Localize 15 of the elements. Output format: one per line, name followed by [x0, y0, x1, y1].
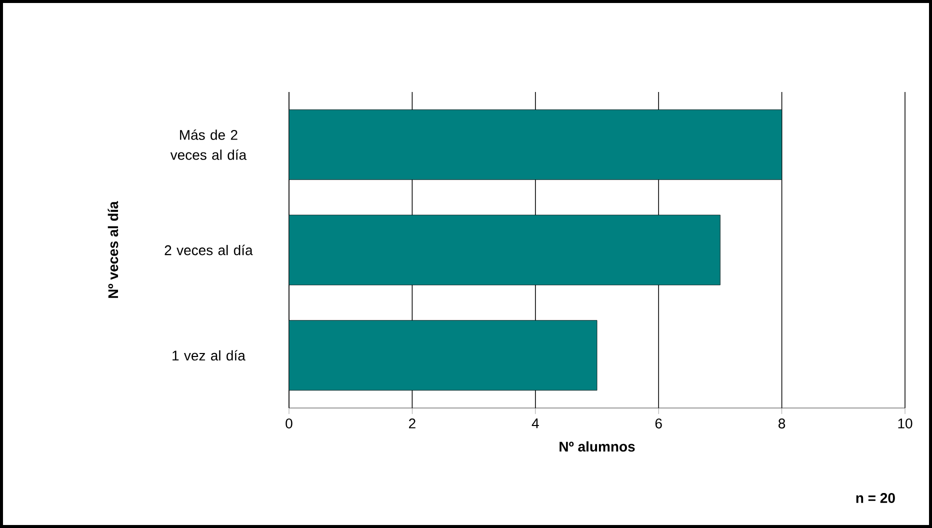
bar — [289, 109, 782, 180]
y-tick-label: 2 veces al día — [164, 244, 253, 256]
text: n = 20 — [856, 493, 895, 503]
x-tick-label: 6 — [655, 418, 662, 428]
x-axis-title: Nº alumnos — [560, 441, 635, 452]
y-axis-title: Nº veces al día — [108, 201, 118, 298]
x-tick-label: 2 — [409, 418, 416, 428]
y-tick-label: Más de 2 veces al día — [170, 129, 247, 160]
x-tick-label: 10 — [898, 418, 912, 428]
x-tick-label: 0 — [286, 418, 292, 428]
bar — [289, 214, 720, 286]
x-tick-label: 4 — [532, 418, 539, 428]
y-tick-label: 1 vez al día — [172, 350, 246, 361]
bar — [289, 320, 598, 391]
x-tick-label: 8 — [778, 418, 786, 428]
